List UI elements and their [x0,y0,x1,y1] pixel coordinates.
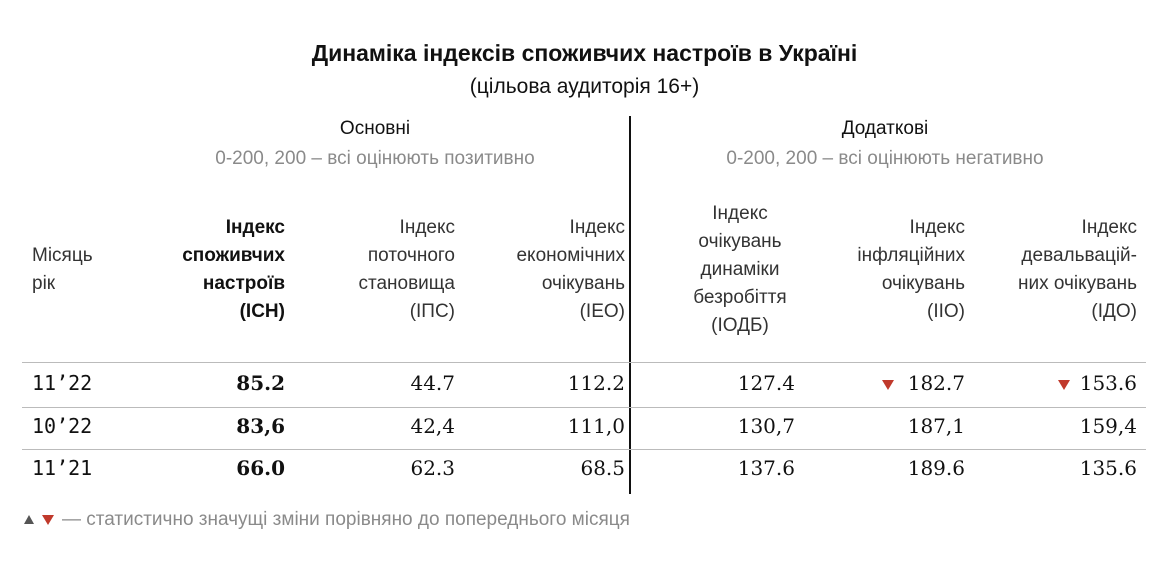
header-line: споживчих [182,245,285,266]
column-header: Індекс очікувань динаміки безробіття (ІОДБ) [660,195,820,345]
header-line: (ІОДБ) [711,315,769,336]
table-cell: 135.6 [1079,456,1137,480]
column-header: Індекс девальвацій-них очікувань (ІДО) [975,195,1137,345]
group-title: Додаткові [841,118,929,139]
down-marker [882,380,894,390]
header-line: поточного [367,245,455,266]
header-line: економічних [516,245,625,266]
table-cell: 130,7 [737,414,795,438]
rule [22,407,1146,408]
table-cell: 182.7 [907,371,965,395]
table-cell: 44.7 [410,371,455,395]
header-line: Індекс [569,217,625,238]
table-cell: 111,0 [567,414,625,438]
group-scale: 0-200, 200 – всі оцінюють негативно [726,148,1044,169]
down-marker [1058,380,1070,390]
title: Динаміка індексів споживчих настроїв в У… [311,40,858,66]
header-line: становища [358,273,455,294]
header-line: (ІЕО) [579,301,625,322]
table-cell: 153.6 [1079,371,1137,395]
table-cell: 68.5 [580,456,625,480]
group-scale: 0-200, 200 – всі оцінюють позитивно [215,148,535,169]
table-cell: 66.0 [236,456,285,480]
header-line: (ІІО) [927,301,965,322]
legend: — статистично значущі зміни порівняно до… [62,509,630,530]
header-line: Індекс [225,217,285,238]
header-line: (ІПС) [409,301,455,322]
table-cell: 83,6 [236,414,285,438]
header-line: інфляційних [857,245,965,266]
header-line: очікувань [541,273,625,294]
header-line: рік [32,273,56,294]
header-line: очікувань [698,231,782,252]
column-header: Місяць рік [32,195,152,345]
table-cell: 62.3 [410,456,455,480]
table-cell: 85.2 [236,371,285,395]
header-line: Індекс [399,217,455,238]
column-header: Індекс поточного становища (ІПС) [300,195,455,345]
column-header: Індекс споживчих настроїв (ІСН) [135,195,285,345]
table-cell: 42,4 [410,414,455,438]
rule [22,449,1146,450]
header-line: очікувань [881,273,965,294]
column-header: Індекс економічних очікувань (ІЕО) [470,195,625,345]
table-cell: 11’21 [32,456,93,480]
rule [22,362,1146,363]
table-cell: 189.6 [907,456,965,480]
header-line: них очікувань [1017,273,1137,294]
header-line: Індекс [909,217,965,238]
header-line: безробіття [693,287,787,308]
table-cell: 11’22 [32,371,93,395]
table-cell: 187,1 [907,414,965,438]
divider [629,116,631,494]
header-line: девальвацій- [1021,245,1137,266]
header-line: (ІСН) [239,301,285,322]
subtitle: (цільова аудиторія 16+) [469,75,700,98]
header-line: Індекс [1081,217,1137,238]
table-cell: 137.6 [737,456,795,480]
legend-markers [24,515,54,525]
column-header: Індекс інфляційних очікувань (ІІО) [810,195,965,345]
group-title: Основні [339,118,411,139]
header-line: Індекс [712,203,768,224]
table-cell: 10’22 [32,414,93,438]
header-line: Місяць [32,245,93,266]
header-line: настроїв [202,273,285,294]
table-cell: 159,4 [1079,414,1137,438]
table-cell: 112.2 [567,371,625,395]
header-line: (ІДО) [1091,301,1137,322]
table-cell: 127.4 [737,371,795,395]
header-line: динаміки [700,259,780,280]
